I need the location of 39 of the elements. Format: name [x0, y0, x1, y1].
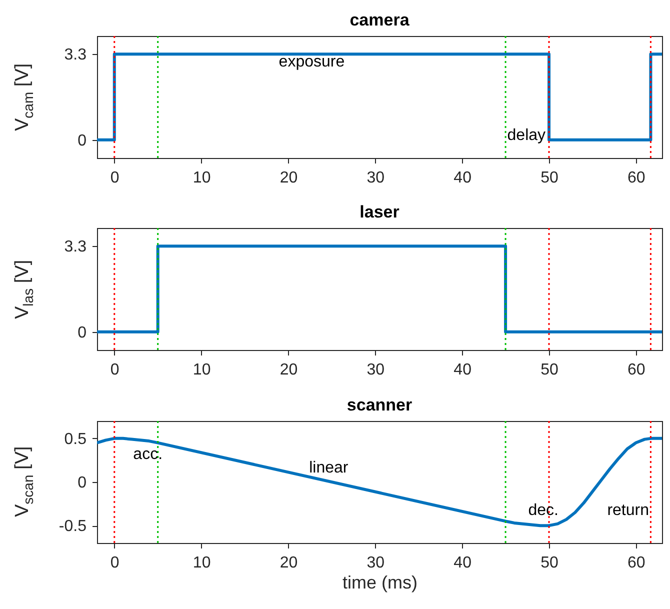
- x-tick-label: 10: [192, 362, 211, 378]
- chart-title: scanner: [346, 395, 412, 414]
- annotation: linear: [309, 459, 349, 476]
- y-tick-label: 0: [78, 324, 87, 342]
- chart-title: laser: [360, 202, 400, 222]
- x-tick-label: 0: [110, 362, 120, 378]
- y-tick-label: 0: [78, 474, 87, 492]
- x-tick-label: 20: [280, 554, 298, 572]
- x-axis-title: time (ms): [342, 572, 418, 592]
- y-tick-label: 0.5: [64, 430, 87, 448]
- y-tick-label: -0.5: [58, 518, 87, 536]
- x-tick-label: 40: [454, 362, 472, 378]
- x-tick-label: 40: [454, 170, 472, 186]
- y-tick-label: 0: [78, 132, 87, 150]
- annotation: dec.: [528, 502, 558, 520]
- chart-title: camera: [350, 10, 410, 30]
- annotation: exposure: [278, 54, 345, 71]
- x-tick-label: 60: [628, 362, 646, 378]
- x-tick-label: 0: [110, 554, 120, 572]
- x-tick-label: 20: [280, 170, 298, 186]
- x-tick-label: 50: [540, 554, 558, 572]
- x-tick-label: 40: [454, 554, 472, 572]
- x-tick-label: 30: [366, 554, 385, 572]
- x-tick-label: 30: [366, 362, 385, 378]
- annotation: delay: [507, 126, 546, 144]
- annotation: return: [607, 502, 649, 520]
- x-tick-label: 0: [110, 170, 120, 186]
- x-tick-label: 60: [628, 170, 646, 186]
- annotation: acc.: [133, 446, 163, 463]
- y-tick-label: 3.3: [64, 46, 87, 64]
- x-tick-label: 60: [628, 554, 646, 572]
- x-tick-label: 50: [540, 170, 558, 186]
- x-tick-label: 50: [540, 362, 558, 378]
- y-tick-label: 3.3: [64, 238, 87, 256]
- x-tick-label: 20: [280, 362, 298, 378]
- x-tick-label: 10: [192, 170, 211, 186]
- x-tick-label: 30: [366, 170, 385, 186]
- line-series: [97, 436, 662, 528]
- x-tick-label: 10: [192, 554, 211, 572]
